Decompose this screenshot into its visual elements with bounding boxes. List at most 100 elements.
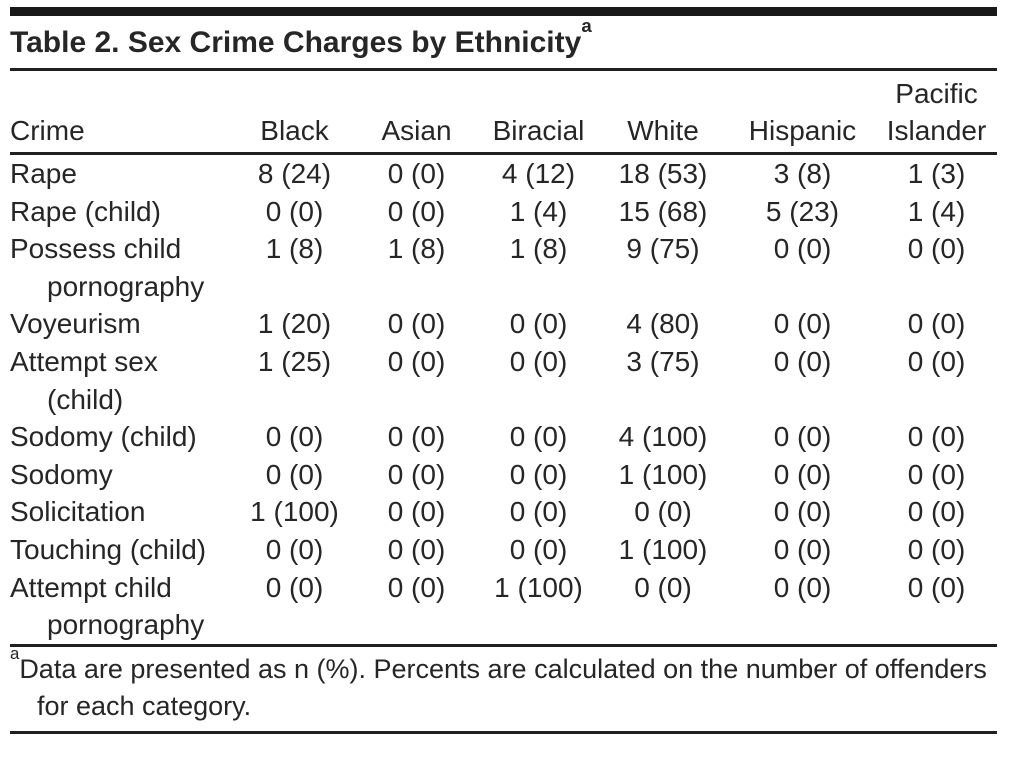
table-footnote: aData are presented as n (%). Percents a… [10,644,997,731]
table-row: Solicitation 1 (100) 0 (0) 0 (0) 0 (0) 0… [10,493,997,531]
crime-cell: Possess child pornography [10,233,205,302]
value-cell: 0 (0) [387,345,446,377]
value-cell: 1 (100) [618,533,708,565]
value-cell: 0 (0) [907,308,966,340]
value-cell: 1 (8) [387,233,446,265]
value-cell: 0 (0) [509,345,568,377]
value-cell: 0 (0) [387,496,446,528]
value-cell: 3 (75) [626,345,700,377]
value-cell: 0 (0) [265,458,324,490]
table-row: Attempt sex (child) 1 (25) 0 (0) 0 (0) 3… [10,343,997,418]
col-header-pacific-line1: Pacific [895,78,978,109]
col-header-black: Black [236,71,353,155]
bottom-rule [10,730,997,734]
value-cell: 0 (0) [387,571,446,603]
value-cell: 0 (0) [773,345,832,377]
value-cell: 0 (0) [773,421,832,453]
value-cell: 0 (0) [509,533,568,565]
value-cell: 0 (0) [773,233,832,265]
col-header-crime: Crime [10,71,236,155]
value-cell: 0 (0) [773,533,832,565]
value-cell: 1 (4) [509,195,568,227]
value-cell: 0 (0) [634,496,692,528]
value-cell: 0 (0) [773,571,832,603]
crime-cell: Voyeurism [10,308,141,340]
value-cell: 1 (8) [509,233,568,265]
value-cell: 0 (0) [387,158,446,189]
value-cell: 0 (0) [773,458,832,490]
crime-cell: Attempt sex (child) [10,345,158,415]
value-cell: 0 (0) [773,496,832,528]
value-cell: 1 (8) [265,233,324,265]
table-title: Table 2. Sex Crime Charges by Ethnicitya [10,16,997,68]
value-cell: 1 (100) [618,458,708,490]
crime-cell: Solicitation [10,496,146,528]
table-row: Rape 8 (24) 0 (0) 4 (12) 18 (53) 3 (8) 1… [10,154,997,193]
value-cell: 0 (0) [907,421,966,453]
value-cell: 1 (3) [907,158,966,189]
value-cell: 4 (100) [618,421,708,453]
table-row: Possess child pornography 1 (8) 1 (8) 1 … [10,230,997,305]
crime-cell: Attempt child pornography [10,571,205,641]
crime-cell: Rape (child) [10,195,161,227]
col-header-asian: Asian [353,71,480,155]
value-cell: 15 (68) [618,195,708,227]
value-cell: 0 (0) [907,571,966,603]
table-row: Voyeurism 1 (20) 0 (0) 0 (0) 4 (80) 0 (0… [10,305,997,343]
value-cell: 0 (0) [509,458,568,490]
value-cell: 0 (0) [509,496,568,528]
col-header-white: White [597,71,729,155]
table-title-footnote-marker: a [581,14,592,36]
value-cell: 0 (0) [265,421,324,453]
value-cell: 0 (0) [387,533,446,565]
table-title-text: Table 2. Sex Crime Charges by Ethnicity [10,26,582,59]
table-sheet: Table 2. Sex Crime Charges by Ethnicitya… [10,7,997,734]
value-cell: 1 (20) [257,308,332,340]
title-rule [10,68,997,71]
value-cell: 0 (0) [907,233,966,265]
value-cell: 4 (12) [501,158,576,189]
value-cell: 0 (0) [773,308,832,340]
col-header-pacific-line2: Islander [886,115,987,146]
value-cell: 9 (75) [626,233,700,265]
table-row: Attempt child pornography 0 (0) 0 (0) 1 … [10,569,997,646]
value-cell: 1 (25) [257,345,332,377]
value-cell: 4 (80) [626,308,700,340]
footnote-text: Data are presented as n (%). Percents ar… [19,653,987,722]
sex-crime-charges-table: Crime Black Asian Biracial White Hispani… [10,71,997,647]
table-row: Touching (child) 0 (0) 0 (0) 0 (0) 1 (10… [10,531,997,569]
crime-cell: Sodomy [10,458,113,490]
value-cell: 0 (0) [387,421,446,453]
crime-cell: Sodomy (child) [10,421,197,453]
value-cell: 1 (100) [250,496,339,528]
value-cell: 0 (0) [907,533,966,565]
value-cell: 0 (0) [907,496,966,528]
footnote-marker: a [10,644,20,664]
value-cell: 0 (0) [265,533,324,565]
value-cell: 18 (53) [618,158,708,189]
value-cell: 0 (0) [265,195,324,227]
col-header-biracial: Biracial [480,71,597,155]
value-cell: 0 (0) [387,195,446,227]
value-cell: 0 (0) [907,458,966,490]
col-header-pacific-islander: Pacific Islander [876,71,997,155]
value-cell: 1 (100) [494,571,583,603]
value-cell: 0 (0) [509,308,568,340]
crime-cell: Touching (child) [10,533,207,565]
value-cell: 0 (0) [387,458,446,490]
table-top-bar [10,7,997,16]
value-cell: 0 (0) [907,345,966,377]
table-row: Sodomy 0 (0) 0 (0) 0 (0) 1 (100) 0 (0) 0… [10,456,997,494]
value-cell: 0 (0) [387,308,446,340]
value-cell: 5 (23) [765,195,840,227]
value-cell: 0 (0) [634,571,692,603]
value-cell: 1 (4) [907,195,966,227]
value-cell: 0 (0) [265,571,324,603]
crime-cell: Rape [10,158,77,189]
value-cell: 0 (0) [509,421,568,453]
value-cell: 8 (24) [257,158,332,189]
table-row: Rape (child) 0 (0) 0 (0) 1 (4) 15 (68) 5… [10,193,997,231]
value-cell: 3 (8) [773,158,832,189]
col-header-hispanic: Hispanic [729,71,876,155]
table-row: Sodomy (child) 0 (0) 0 (0) 0 (0) 4 (100)… [10,418,997,456]
